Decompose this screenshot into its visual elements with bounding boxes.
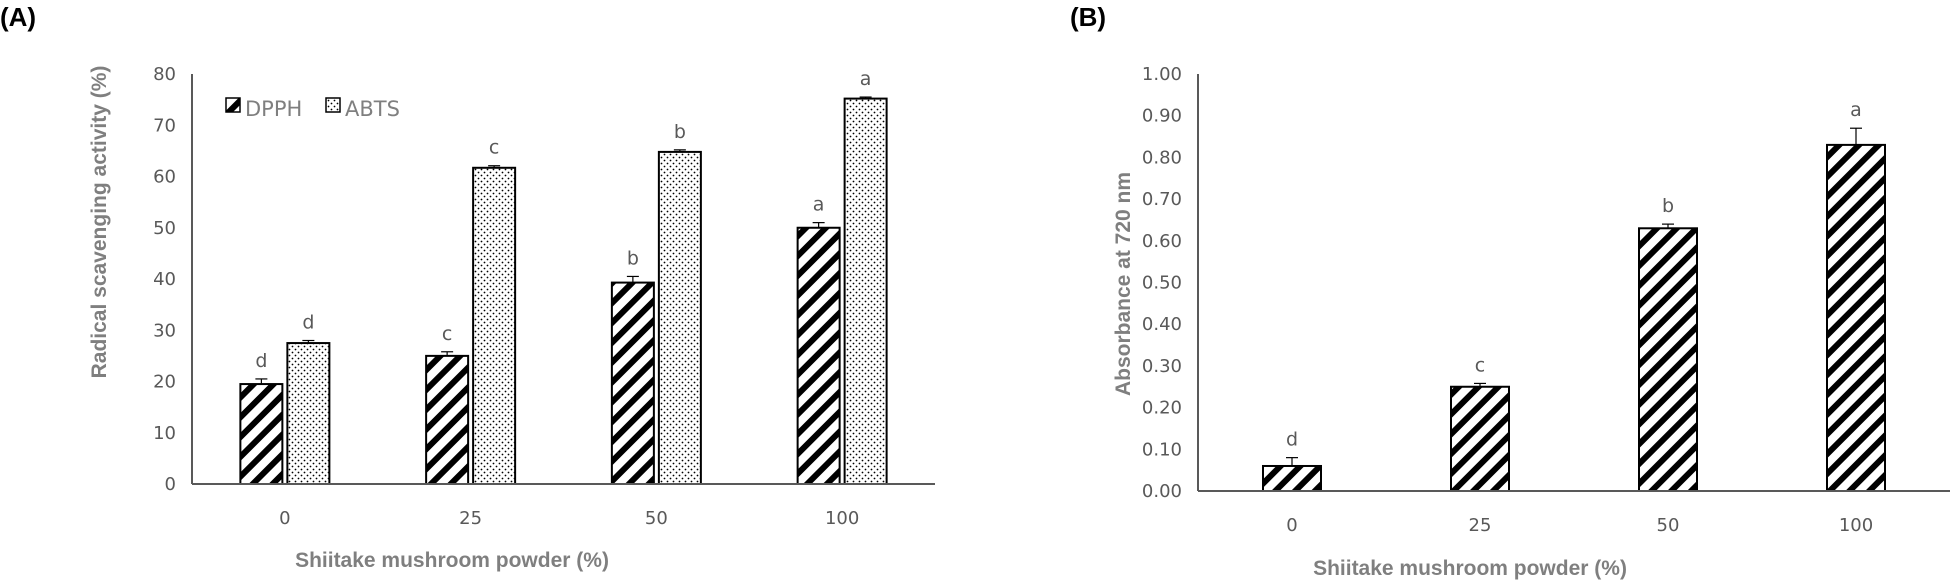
panel-a-bars: d d c c b b a a <box>239 68 888 485</box>
panel-b-x-ticks: 0 25 50 100 <box>1286 515 1873 536</box>
significance-letter: b <box>627 247 639 269</box>
y-tick-label: 80 <box>153 64 176 85</box>
panel-a-legend: DPPH ABTS <box>225 97 400 121</box>
x-tick-label: 100 <box>1839 515 1873 536</box>
bar-abts-100 <box>843 97 888 485</box>
significance-letter: b <box>1662 195 1674 217</box>
significance-letter: c <box>442 323 452 345</box>
significance-letter: c <box>489 137 499 159</box>
panel-b-ylabel: Absorbance at 720 nm <box>1112 172 1135 396</box>
panel-b-bars: d c b a <box>1262 99 1886 493</box>
significance-letter: a <box>1850 99 1862 121</box>
x-tick-label: 0 <box>1286 515 1297 536</box>
bar-bar-100 <box>1826 143 1886 492</box>
panel-a-x-ticks: 0 25 50 100 <box>279 508 859 529</box>
y-tick-label: 0.50 <box>1142 273 1182 294</box>
significance-letter: d <box>255 350 267 372</box>
y-tick-label: 50 <box>153 218 176 239</box>
y-tick-label: 1.00 <box>1142 64 1182 85</box>
y-tick-label: 0.80 <box>1142 147 1182 168</box>
y-tick-label: 60 <box>153 167 176 188</box>
x-tick-label: 100 <box>825 508 859 529</box>
panel-a-ylabel: Radical scavenging activity (%) <box>88 66 111 379</box>
panel-b-label: (B) <box>1070 2 1106 32</box>
y-tick-label: 20 <box>153 372 176 393</box>
bar-dpph-100 <box>796 226 841 485</box>
y-tick-label: 10 <box>153 423 176 444</box>
x-tick-label: 50 <box>1657 515 1680 536</box>
y-tick-label: 0.30 <box>1142 356 1182 377</box>
bar-dpph-25 <box>425 354 470 485</box>
panel-a-label: (A) <box>0 2 36 32</box>
bar-bar-50 <box>1638 227 1698 492</box>
significance-letter: d <box>1286 429 1298 451</box>
bar-abts-25 <box>472 166 517 485</box>
significance-letter: d <box>302 312 314 334</box>
y-tick-label: 0.60 <box>1142 231 1182 252</box>
x-tick-label: 25 <box>1469 515 1492 536</box>
y-tick-label: 0.20 <box>1142 398 1182 419</box>
y-tick-label: 0.00 <box>1142 481 1182 502</box>
bar-dpph-0 <box>239 383 284 485</box>
significance-letter: a <box>860 68 872 90</box>
legend-label-dpph: DPPH <box>245 97 302 121</box>
y-tick-label: 40 <box>153 269 176 290</box>
y-tick-label: 0.10 <box>1142 439 1182 460</box>
panel-b-xlabel: Shiitake mushroom powder (%) <box>1313 557 1627 580</box>
legend-swatch-abts <box>325 97 341 113</box>
bar-bar-0 <box>1262 464 1322 493</box>
panel-a-y-ticks: 0 10 20 30 40 50 60 70 80 <box>153 64 176 495</box>
x-tick-label: 0 <box>279 508 290 529</box>
y-tick-label: 0 <box>165 474 176 495</box>
x-tick-label: 25 <box>459 508 482 529</box>
y-tick-label: 70 <box>153 115 176 136</box>
x-tick-label: 50 <box>645 508 668 529</box>
bar-dpph-50 <box>610 281 655 485</box>
bar-bar-25 <box>1450 385 1510 492</box>
legend-swatch-dpph <box>225 97 241 113</box>
panel-b-y-ticks: 0.00 0.10 0.20 0.30 0.40 0.50 0.60 0.70 0.80 0.90… <box>1142 64 1182 502</box>
panel-a-xlabel: Shiitake mushroom powder (%) <box>295 549 609 572</box>
significance-letter: c <box>1475 354 1485 376</box>
panel-a: (A) Radical scavenging activity (%) Shii… <box>0 2 935 572</box>
significance-letter: a <box>813 194 825 216</box>
y-tick-label: 30 <box>153 320 176 341</box>
significance-letter: b <box>674 121 686 143</box>
bar-abts-0 <box>286 342 331 485</box>
y-tick-label: 0.70 <box>1142 189 1182 210</box>
y-tick-label: 0.90 <box>1142 106 1182 127</box>
legend-label-abts: ABTS <box>345 97 400 121</box>
y-tick-label: 0.40 <box>1142 314 1182 335</box>
bar-abts-50 <box>657 150 702 485</box>
panel-b: (B) Absorbance at 720 nm Shiitake mushro… <box>1070 2 1950 580</box>
